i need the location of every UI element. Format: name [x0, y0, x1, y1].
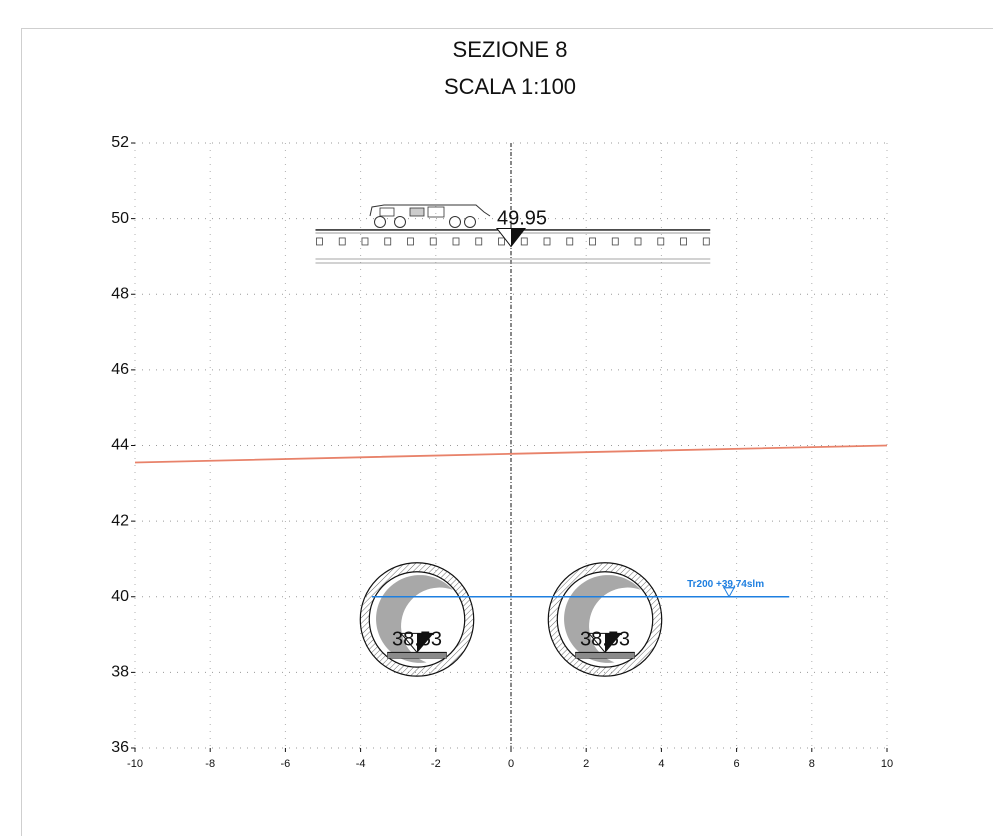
sleeper	[543, 237, 551, 246]
sleeper	[338, 237, 346, 246]
pipe-sediment	[387, 652, 447, 659]
drawing-sheet	[21, 28, 993, 836]
train-part	[409, 207, 425, 217]
section-title: SEZIONE 8	[453, 37, 568, 62]
sleeper	[566, 237, 574, 246]
x-tick-label: 6	[734, 758, 740, 770]
invert-label: 38.53	[392, 628, 442, 650]
sleeper	[657, 237, 665, 246]
ground-line	[134, 444, 888, 464]
sleeper	[702, 237, 710, 246]
sleeper	[429, 237, 437, 246]
x-tick-label: -8	[205, 758, 215, 770]
y-tick-label: 44	[111, 437, 129, 454]
y-tick-label: 52	[111, 134, 129, 151]
train-wheel	[449, 216, 461, 228]
railway-track: 49.95	[315, 204, 711, 264]
pipe: 38.53	[359, 562, 475, 677]
x-tick-label: -6	[281, 758, 291, 770]
train-wheel	[374, 216, 386, 228]
x-tick-label: 10	[881, 758, 893, 770]
pipes: 38.53 38.53	[359, 562, 663, 677]
train-body	[369, 204, 491, 217]
sleeper	[452, 237, 460, 246]
x-tick-label: 8	[809, 758, 815, 770]
y-tick-label: 50	[111, 210, 129, 227]
pipe-sediment	[575, 652, 635, 659]
x-tick-label: -10	[127, 758, 143, 770]
y-tick-label: 42	[111, 512, 129, 529]
train-icon	[369, 204, 491, 228]
scale-label: SCALA 1:100	[444, 74, 576, 99]
sleeper	[498, 237, 505, 246]
sleeper	[316, 237, 323, 246]
x-tick-label: 0	[508, 758, 514, 770]
sleeper	[475, 237, 483, 246]
train-part	[379, 207, 395, 217]
sleeper	[361, 237, 369, 246]
train-part	[427, 206, 445, 218]
rail-level-label: 49.95	[497, 208, 547, 230]
x-tick-label: -4	[356, 758, 366, 770]
invert-marker-fill	[417, 633, 433, 653]
level-marker-fill	[511, 228, 525, 247]
water-level: Tr200 +39.74slm	[371, 579, 790, 598]
invert-label: 38.53	[580, 628, 630, 650]
pipe: 38.53	[547, 562, 663, 677]
invert-marker-fill	[605, 633, 621, 653]
sleeper	[520, 237, 528, 246]
x-tick-label: -2	[431, 758, 441, 770]
y-tick-label: 36	[111, 739, 129, 756]
sleeper	[384, 237, 392, 246]
x-tick-label: 4	[658, 758, 664, 770]
x-tick-label: 2	[583, 758, 589, 770]
y-tick-label: 40	[111, 588, 129, 605]
sleeper	[611, 237, 619, 246]
water-level-label: Tr200 +39.74slm	[687, 579, 764, 590]
sleeper	[589, 237, 596, 246]
train-wheel	[394, 216, 406, 228]
sleeper	[634, 237, 642, 246]
sleeper	[407, 237, 414, 246]
y-tick-label: 48	[111, 285, 129, 302]
sleeper	[680, 237, 687, 246]
y-tick-label: 46	[111, 361, 129, 378]
ground-profile	[134, 444, 888, 464]
train-wheel	[464, 216, 476, 228]
y-tick-label: 38	[111, 664, 129, 681]
